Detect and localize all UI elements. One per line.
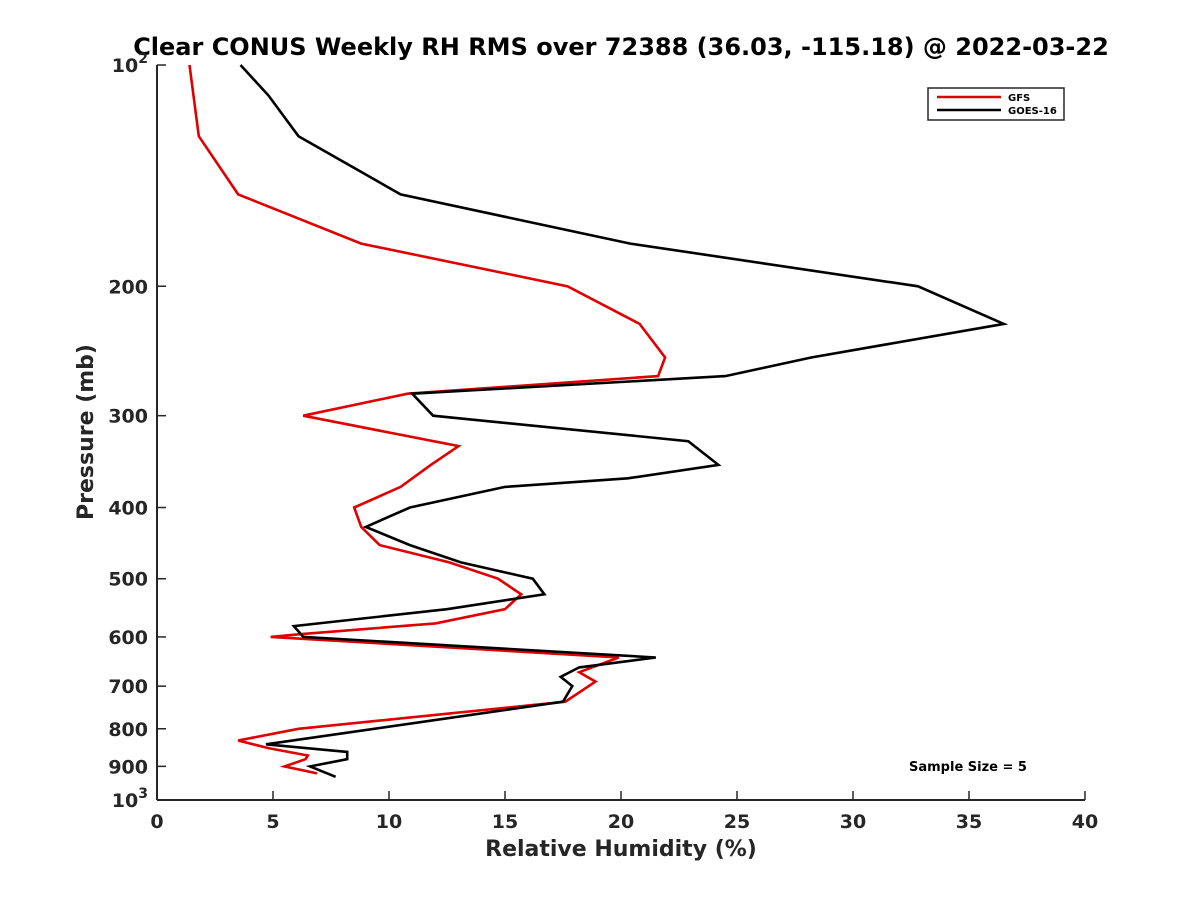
x-tick-label: 25 [724, 811, 750, 833]
x-tick-label: 0 [150, 811, 163, 833]
y-tick-label: 900 [108, 756, 148, 778]
y-tick-label: 200 [108, 276, 148, 298]
legend-label-gfs: GFS [1008, 93, 1030, 104]
x-tick-label: 5 [266, 811, 279, 833]
series-line-goes16 [239, 64, 1009, 779]
x-tick-label: 20 [608, 811, 634, 833]
y-tick-label: 300 [108, 406, 148, 428]
x-tick-label: 10 [376, 811, 402, 833]
y-axis-ticks: 102 200 300 400 500 600 700 800 900 103 [108, 51, 166, 812]
sample-size-annotation: Sample Size = 5 [909, 760, 1027, 775]
chart-title: Clear CONUS Weekly RH RMS over 72388 (36… [133, 33, 1109, 61]
x-tick-label: 40 [1072, 811, 1098, 833]
y-tick-label: 600 [108, 627, 148, 649]
axes-frame [156, 65, 1085, 801]
legend-label-goes16: GOES-16 [1008, 106, 1057, 117]
x-axis-label: Relative Humidity (%) [485, 837, 757, 862]
y-tick-label: 103 [112, 786, 148, 812]
legend-box [927, 87, 1065, 121]
y-tick-label: 500 [108, 569, 148, 591]
x-tick-label: 15 [492, 811, 518, 833]
y-tick-label: 102 [112, 51, 148, 77]
legend: GFS GOES-16 [927, 87, 1065, 121]
y-tick-label: 700 [108, 676, 148, 698]
y-tick-label: 800 [108, 719, 148, 741]
x-axis-ticks: 0 5 10 15 20 25 30 35 40 [150, 791, 1098, 833]
series-line-gfs [188, 64, 667, 775]
y-tick-label: 400 [108, 498, 148, 520]
y-axis-label: Pressure (mb) [74, 344, 99, 520]
x-tick-label: 35 [956, 811, 982, 833]
x-tick-label: 30 [840, 811, 866, 833]
plot-lines [188, 64, 1009, 779]
